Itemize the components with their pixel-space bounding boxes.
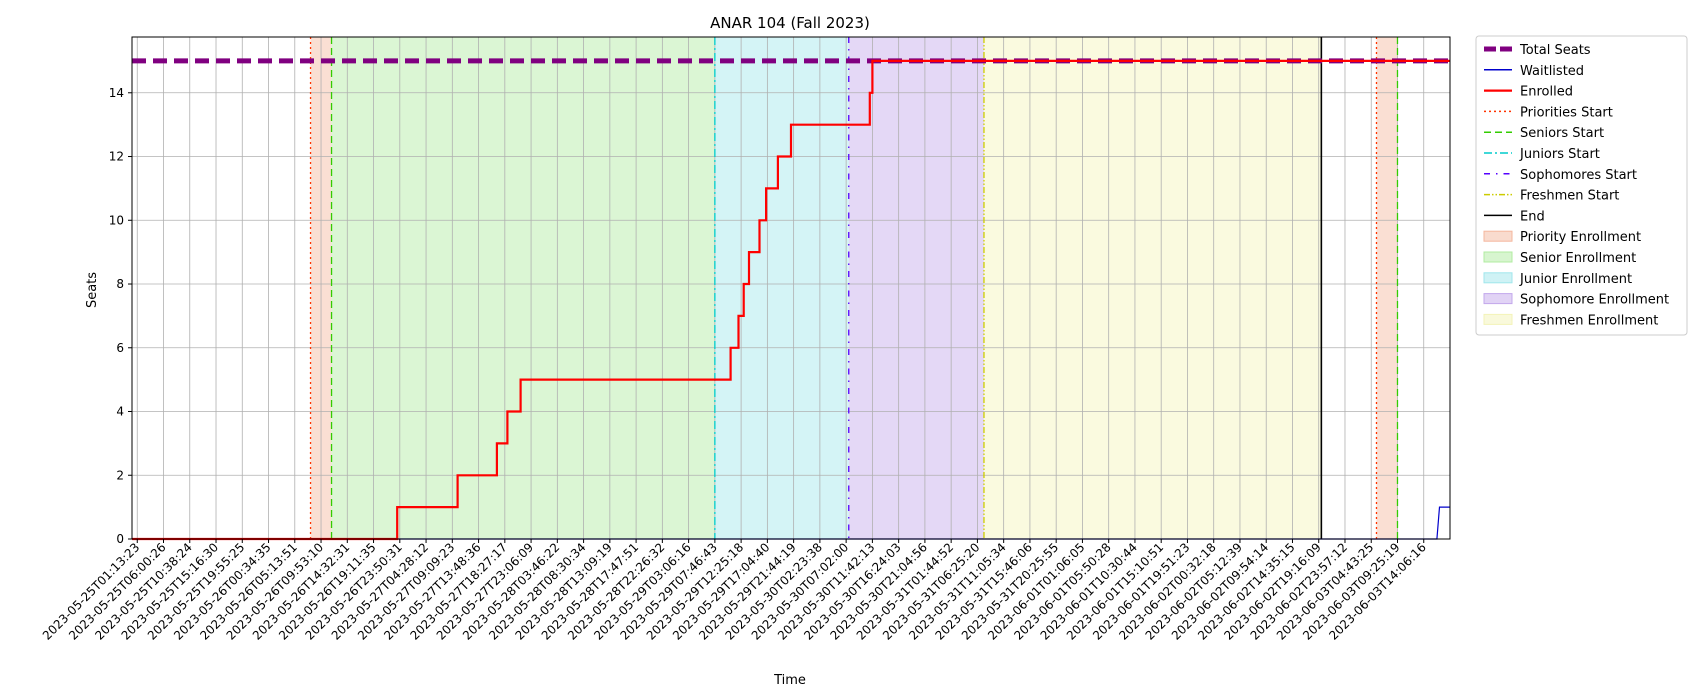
legend-entry: Freshmen Start xyxy=(1520,189,1619,204)
legend-entry: Sophomore Enrollment xyxy=(1520,293,1669,308)
legend: Total Seats Waitlisted Enrolled Priorities … xyxy=(1475,35,1688,336)
legend-swatch xyxy=(1483,272,1513,284)
y-tick-label: 8 xyxy=(116,277,124,291)
legend-entry: Freshmen Enrollment xyxy=(1520,313,1658,328)
chart-title: ANAR 104 (Fall 2023) xyxy=(710,14,870,32)
legend-entry: Senior Enrollment xyxy=(1520,251,1636,266)
phase-band-senior-enrollment xyxy=(331,37,715,539)
series-line-enrolled xyxy=(132,59,1450,541)
y-tick-label: 4 xyxy=(116,405,124,419)
plot-frame xyxy=(131,36,1451,540)
y-tick-label: 0 xyxy=(116,532,124,546)
phase-band-priority-enrollment xyxy=(1376,37,1398,539)
y-tick-label: 12 xyxy=(109,150,124,164)
legend-box xyxy=(1475,35,1688,336)
legend-swatch xyxy=(1483,230,1513,242)
x-axis-ticks: 2023-05-25T01:13:232023-05-25T06:00:2620… xyxy=(40,539,1429,643)
legend-entry: Seniors Start xyxy=(1520,126,1604,141)
legend-swatch xyxy=(1483,313,1513,325)
phase-band-freshmen-enrollment xyxy=(983,37,1322,539)
legend-entry: Enrolled xyxy=(1520,85,1573,100)
phase-start-lines xyxy=(309,37,1399,539)
legend-entry: Waitlisted xyxy=(1520,64,1584,79)
y-tick-label: 14 xyxy=(109,86,124,100)
x-axis-label: Time xyxy=(773,673,806,688)
legend-entry: Priorities Start xyxy=(1520,105,1613,120)
y-axis-label: Seats xyxy=(85,272,100,308)
y-tick-label: 6 xyxy=(116,341,124,355)
phase-bands xyxy=(310,37,1398,539)
legend-entry: Total Seats xyxy=(1519,43,1591,58)
legend-swatch xyxy=(1483,251,1513,263)
legend-entry: End xyxy=(1520,209,1545,224)
y-tick-label: 2 xyxy=(116,468,124,482)
phase-band-junior-enrollment xyxy=(714,37,849,539)
legend-entry: Sophomores Start xyxy=(1520,168,1637,183)
y-tick-label: 10 xyxy=(109,213,124,227)
phase-band-sophomore-enrollment xyxy=(848,37,984,539)
y-axis-ticks: 0 2 4 6 8 10 12 14 xyxy=(109,86,132,546)
legend-entry: Priority Enrollment xyxy=(1520,230,1641,245)
legend-swatch xyxy=(1483,293,1513,305)
legend-entry: Junior Enrollment xyxy=(1519,272,1632,287)
legend-entry: Juniors Start xyxy=(1519,147,1600,162)
